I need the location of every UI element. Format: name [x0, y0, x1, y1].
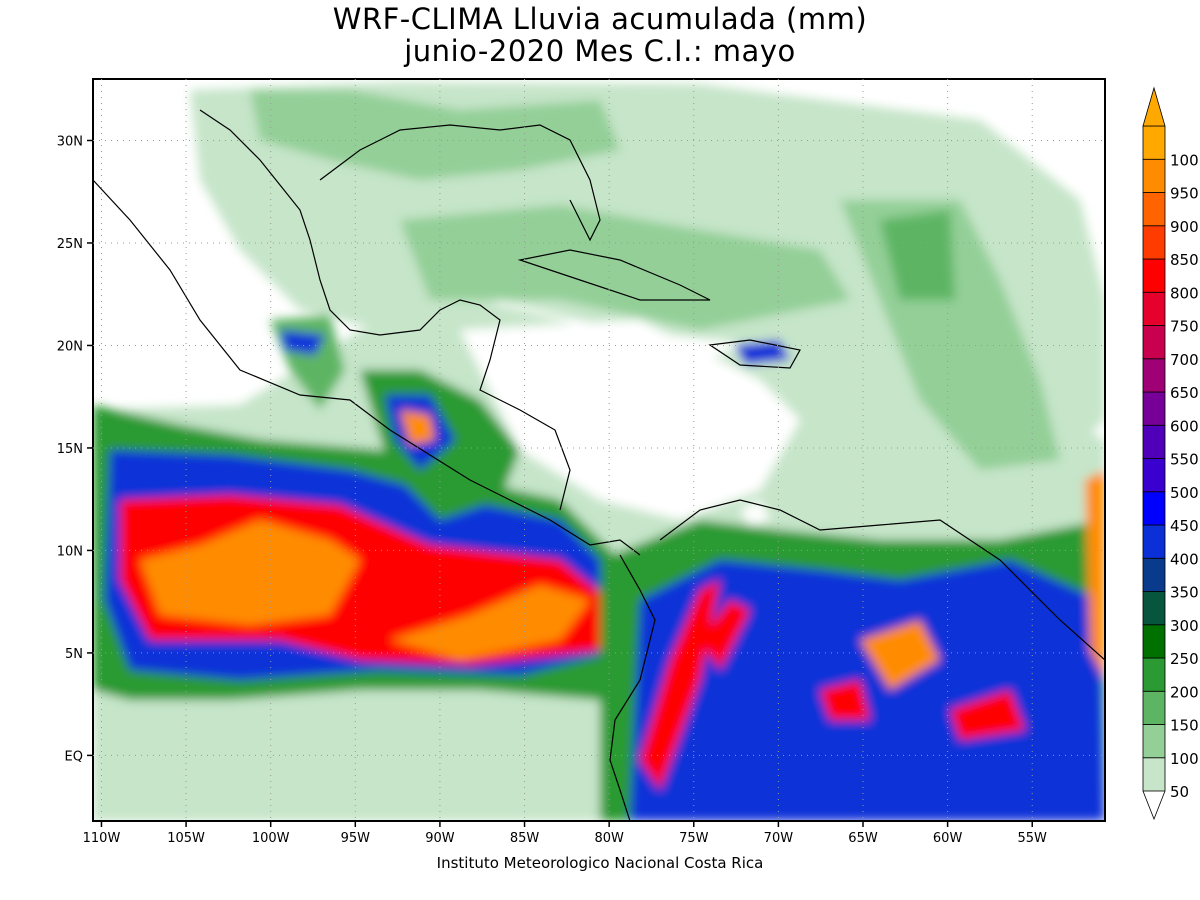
- map-subtitle: junio-2020 Mes C.I.: mayo: [404, 34, 796, 68]
- x-tick-label: 85W: [510, 831, 540, 846]
- colorbar-swatch: [1142, 524, 1166, 559]
- map-title: WRF-CLIMA Lluvia acumulada (mm): [332, 2, 868, 36]
- colorbar-swatch: [1142, 358, 1166, 393]
- colorbar-swatch: [1142, 458, 1166, 493]
- colorbar-label: 950: [1170, 185, 1199, 203]
- colorbar-swatch: [1142, 192, 1166, 227]
- x-tick-label: 80W: [594, 831, 624, 846]
- y-tick-label: 25N: [57, 237, 83, 252]
- colorbar-swatch: [1142, 225, 1166, 260]
- colorbar-label: 550: [1170, 451, 1199, 469]
- colorbar-swatch: [1142, 424, 1166, 459]
- longitude-ticks: 110W 105W 100W 95W 90W 85W 80W 75W 70W 65W 60W 55W: [83, 821, 1047, 846]
- latitude-ticks: 30N 25N 20N 15N 10N 5N EQ: [57, 134, 93, 764]
- y-tick-label: EQ: [65, 749, 83, 764]
- colorbar-label: 900: [1170, 218, 1199, 236]
- colorbar-label: 350: [1170, 584, 1199, 602]
- colorbar-swatch: [1142, 657, 1166, 692]
- colorbar-label: 850: [1170, 251, 1199, 269]
- colorbar-label: 250: [1170, 650, 1199, 668]
- x-tick-label: 100W: [252, 831, 290, 846]
- colorbar-swatch: [1142, 391, 1166, 426]
- colorbar-swatch: [1142, 724, 1166, 759]
- graticule: [93, 79, 1105, 821]
- colorbar-label: 450: [1170, 517, 1199, 535]
- colorbar-label: 100: [1170, 151, 1199, 169]
- credit-text: Instituto Meteorologico Nacional Costa R…: [436, 854, 764, 872]
- y-tick-label: 5N: [65, 647, 83, 662]
- x-tick-label: 105W: [167, 831, 205, 846]
- x-tick-label: 55W: [1018, 831, 1048, 846]
- colorbar-label: 200: [1170, 683, 1199, 701]
- colorbar-label: 800: [1170, 284, 1199, 302]
- colorbar-max-arrow: [1142, 86, 1166, 127]
- rainfall-field: [93, 82, 1105, 821]
- colorbar-swatch: [1142, 258, 1166, 293]
- colorbar-swatch: [1142, 491, 1166, 526]
- map-frame: [92, 78, 1106, 822]
- y-tick-label: 15N: [57, 442, 83, 457]
- x-tick-label: 65W: [848, 831, 878, 846]
- y-tick-label: 30N: [57, 134, 83, 149]
- coastlines: [93, 109, 1105, 821]
- colorbar-label: 400: [1170, 550, 1199, 568]
- x-tick-label: 75W: [679, 831, 709, 846]
- y-tick-label: 10N: [57, 544, 83, 559]
- colorbar-swatch: [1142, 125, 1166, 160]
- x-tick-label: 90W: [425, 831, 455, 846]
- colorbar-swatch: [1142, 291, 1166, 326]
- colorbar: 50 100 150 200 250 300 350 400 450 500 550 600 650 70…: [1142, 86, 1199, 821]
- colorbar-label: 100: [1170, 750, 1199, 768]
- colorbar-label: 750: [1170, 318, 1199, 336]
- x-tick-label: 95W: [341, 831, 371, 846]
- colorbar-swatch: [1142, 591, 1166, 626]
- colorbar-swatch: [1142, 557, 1166, 592]
- colorbar-label: 600: [1170, 417, 1199, 435]
- colorbar-swatch: [1142, 325, 1166, 360]
- x-tick-label: 70W: [764, 831, 794, 846]
- colorbar-label: 150: [1170, 717, 1199, 735]
- colorbar-label: 500: [1170, 484, 1199, 502]
- colorbar-swatch: [1142, 690, 1166, 725]
- colorbar-swatch: [1142, 158, 1166, 193]
- x-tick-label: 60W: [933, 831, 963, 846]
- colorbar-label: 700: [1170, 351, 1199, 369]
- colorbar-label: 50: [1170, 783, 1189, 801]
- colorbar-label: 300: [1170, 617, 1199, 635]
- colorbar-min-arrow: [1142, 790, 1166, 821]
- y-tick-label: 20N: [57, 339, 83, 354]
- colorbar-swatch: [1142, 624, 1166, 659]
- colorbar-label: 650: [1170, 384, 1199, 402]
- x-tick-label: 110W: [83, 831, 121, 846]
- colorbar-swatch: [1142, 757, 1166, 792]
